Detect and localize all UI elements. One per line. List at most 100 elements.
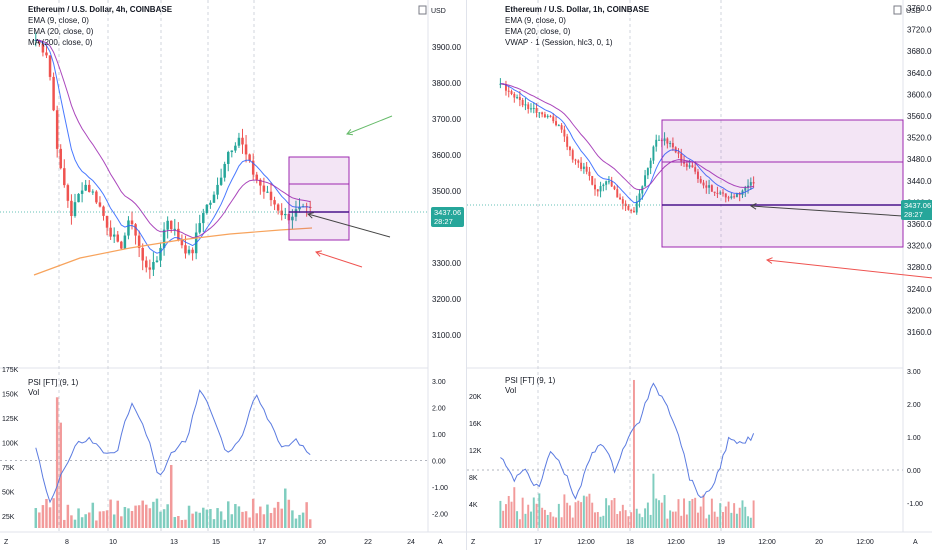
- volume-bar: [571, 517, 574, 528]
- time-axis-label: 8: [65, 539, 69, 546]
- symbol-title[interactable]: Ethereum / U.S. Dollar, 4h, COINBASE: [28, 5, 173, 14]
- volume-bar: [148, 508, 152, 528]
- volume-bar: [655, 498, 658, 528]
- volume-bar: [552, 516, 555, 528]
- volume-axis-label: 20K: [469, 394, 482, 401]
- volume-bar: [594, 512, 596, 528]
- volume-bar: [708, 514, 711, 528]
- volume-bar: [187, 505, 191, 528]
- symbol-title[interactable]: Ethereum / U.S. Dollar, 1h, COINBASE: [505, 5, 650, 14]
- candle-body: [574, 159, 577, 161]
- legend-psi[interactable]: PSI [FT] (9, 1): [28, 378, 79, 387]
- ema20-line: [500, 83, 754, 191]
- currency-label: USD: [906, 8, 921, 15]
- volume-bar: [632, 379, 635, 528]
- candle-body: [649, 160, 652, 169]
- volume-bar: [255, 513, 259, 528]
- volume-bar: [638, 513, 641, 528]
- candle-body: [727, 197, 730, 199]
- legend-ema20[interactable]: EMA (20, close, 0): [505, 27, 571, 36]
- volume-axis-label: 12K: [469, 448, 482, 455]
- volume-bar: [34, 508, 38, 528]
- volume-bar: [568, 505, 571, 528]
- volume-bar: [588, 493, 591, 528]
- psi-axis-label: -2.00: [432, 512, 448, 519]
- legend-psi[interactable]: PSI [FT] (9, 1): [505, 376, 556, 385]
- time-axis-label: 10: [109, 539, 117, 546]
- bar-countdown: 28:27: [434, 217, 453, 226]
- volume-bar: [585, 496, 588, 528]
- candle-body: [237, 137, 241, 146]
- candle-body: [162, 229, 166, 248]
- candle-body: [696, 171, 699, 179]
- chart-panel-4h[interactable]: 3900.00 3800.00 3700.00 3600.00 3500.00 3300.…: [0, 0, 466, 550]
- volume-bar: [641, 517, 644, 528]
- arrow-head: [306, 212, 314, 219]
- candle-body: [212, 194, 216, 203]
- time-axis-label: 20: [318, 539, 326, 546]
- time-axis-label: 15: [212, 539, 220, 546]
- candle-body: [610, 181, 613, 187]
- volume-bar: [674, 511, 677, 528]
- volume-bar: [735, 513, 738, 528]
- volume-bar: [649, 514, 652, 528]
- legend-vol[interactable]: Vol: [28, 388, 40, 397]
- chart-panel-1h[interactable]: 3760.00 3720.00 3680.00 3640.00 3600.00 3560.…: [466, 0, 932, 550]
- candle-body: [298, 207, 301, 210]
- candle-body: [91, 191, 95, 193]
- candle-body: [752, 182, 755, 184]
- candle-body: [658, 139, 660, 141]
- volume-bar: [219, 511, 223, 528]
- candle-body: [209, 202, 212, 205]
- candle-body: [735, 193, 738, 198]
- candle-body: [48, 55, 52, 77]
- candle-body: [630, 209, 633, 211]
- time-axis-label: 12:00: [667, 539, 685, 546]
- candle-body: [524, 104, 527, 106]
- volume-bar: [513, 487, 516, 528]
- volume-bar: [605, 498, 608, 528]
- volume-bar: [112, 514, 116, 528]
- last-price: 3437.06: [434, 208, 462, 217]
- psi-axis-label: 1.00: [432, 432, 446, 439]
- candle-body: [527, 104, 530, 110]
- time-axis-label: 12:00: [758, 539, 776, 546]
- legend-vwap[interactable]: VWAP · 1 (Session, hlc3, 0, 1): [505, 38, 613, 47]
- price-chart-1h[interactable]: 3760.00 3720.00 3680.00 3640.00 3600.00 3560.…: [467, 0, 932, 550]
- candle-body: [77, 193, 80, 203]
- legend-ma200[interactable]: MA (200, close, 0): [28, 38, 93, 47]
- legend-vol[interactable]: Vol: [505, 386, 517, 395]
- time-axis-label: 12:00: [856, 539, 874, 546]
- volume-bar: [259, 506, 262, 528]
- volume-bar: [198, 512, 201, 528]
- volume-bar: [546, 514, 549, 528]
- chart-legend: Ethereum / U.S. Dollar, 4h, COINBASE EMA…: [28, 4, 172, 48]
- volume-bar: [710, 498, 713, 528]
- candle-body: [507, 90, 510, 92]
- legend-ema20[interactable]: EMA (20, close, 0): [28, 27, 94, 36]
- volume-bar: [166, 504, 169, 528]
- volume-bar: [134, 505, 137, 528]
- time-axis-label: 24: [407, 539, 415, 546]
- candle-body: [66, 185, 70, 201]
- ema20-line: [35, 39, 311, 239]
- currency-label: USD: [431, 8, 446, 15]
- bar-countdown: 28:27: [904, 210, 923, 219]
- volume-bar: [298, 514, 301, 528]
- volume-bar: [127, 508, 130, 528]
- psi-line: [35, 389, 311, 504]
- legend-ema9[interactable]: EMA (9, close, 0): [505, 16, 566, 25]
- psi-axis-label: 3.00: [432, 379, 446, 386]
- price-axis-label: 3520.00: [907, 134, 932, 143]
- legend-ema9[interactable]: EMA (9, close, 0): [28, 16, 89, 25]
- volume-bar: [680, 515, 683, 528]
- psi-axis-label: 2.00: [432, 406, 446, 413]
- candle-body: [137, 235, 141, 248]
- price-axis-label: 3560.00: [907, 112, 932, 121]
- price-axis-label: 3160.00: [907, 328, 932, 337]
- volume-bar: [123, 506, 127, 528]
- candle-body: [187, 249, 191, 254]
- volume-axis-label: 25K: [2, 514, 15, 521]
- volume-bar: [683, 498, 686, 528]
- price-chart-4h[interactable]: 3900.00 3800.00 3700.00 3600.00 3500.00 3300.…: [0, 0, 466, 550]
